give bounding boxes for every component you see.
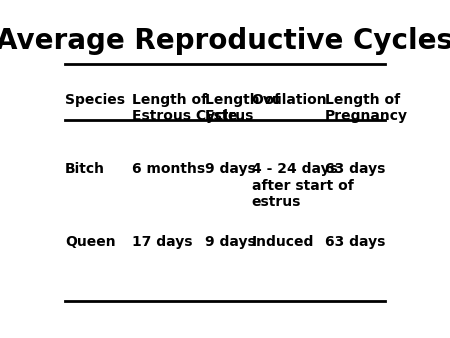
Text: Length of
Pregnancy: Length of Pregnancy [325, 93, 408, 123]
Text: Species: Species [65, 93, 125, 107]
Text: Average Reproductive Cycles: Average Reproductive Cycles [0, 27, 450, 55]
Text: 9 days: 9 days [205, 162, 256, 176]
Text: Length of
Estrous Cycle: Length of Estrous Cycle [132, 93, 237, 123]
Text: 17 days: 17 days [132, 235, 192, 249]
Text: 63 days: 63 days [325, 235, 385, 249]
Text: Queen: Queen [65, 235, 116, 249]
Text: 63 days: 63 days [325, 162, 385, 176]
Text: 9 days: 9 days [205, 235, 256, 249]
Text: Ovulation: Ovulation [252, 93, 327, 107]
Text: Induced: Induced [252, 235, 314, 249]
Text: Length of
Estrus: Length of Estrus [205, 93, 280, 123]
Text: 6 months: 6 months [132, 162, 205, 176]
Text: 4 - 24 days
after start of
estrus: 4 - 24 days after start of estrus [252, 162, 353, 209]
Text: Bitch: Bitch [65, 162, 105, 176]
